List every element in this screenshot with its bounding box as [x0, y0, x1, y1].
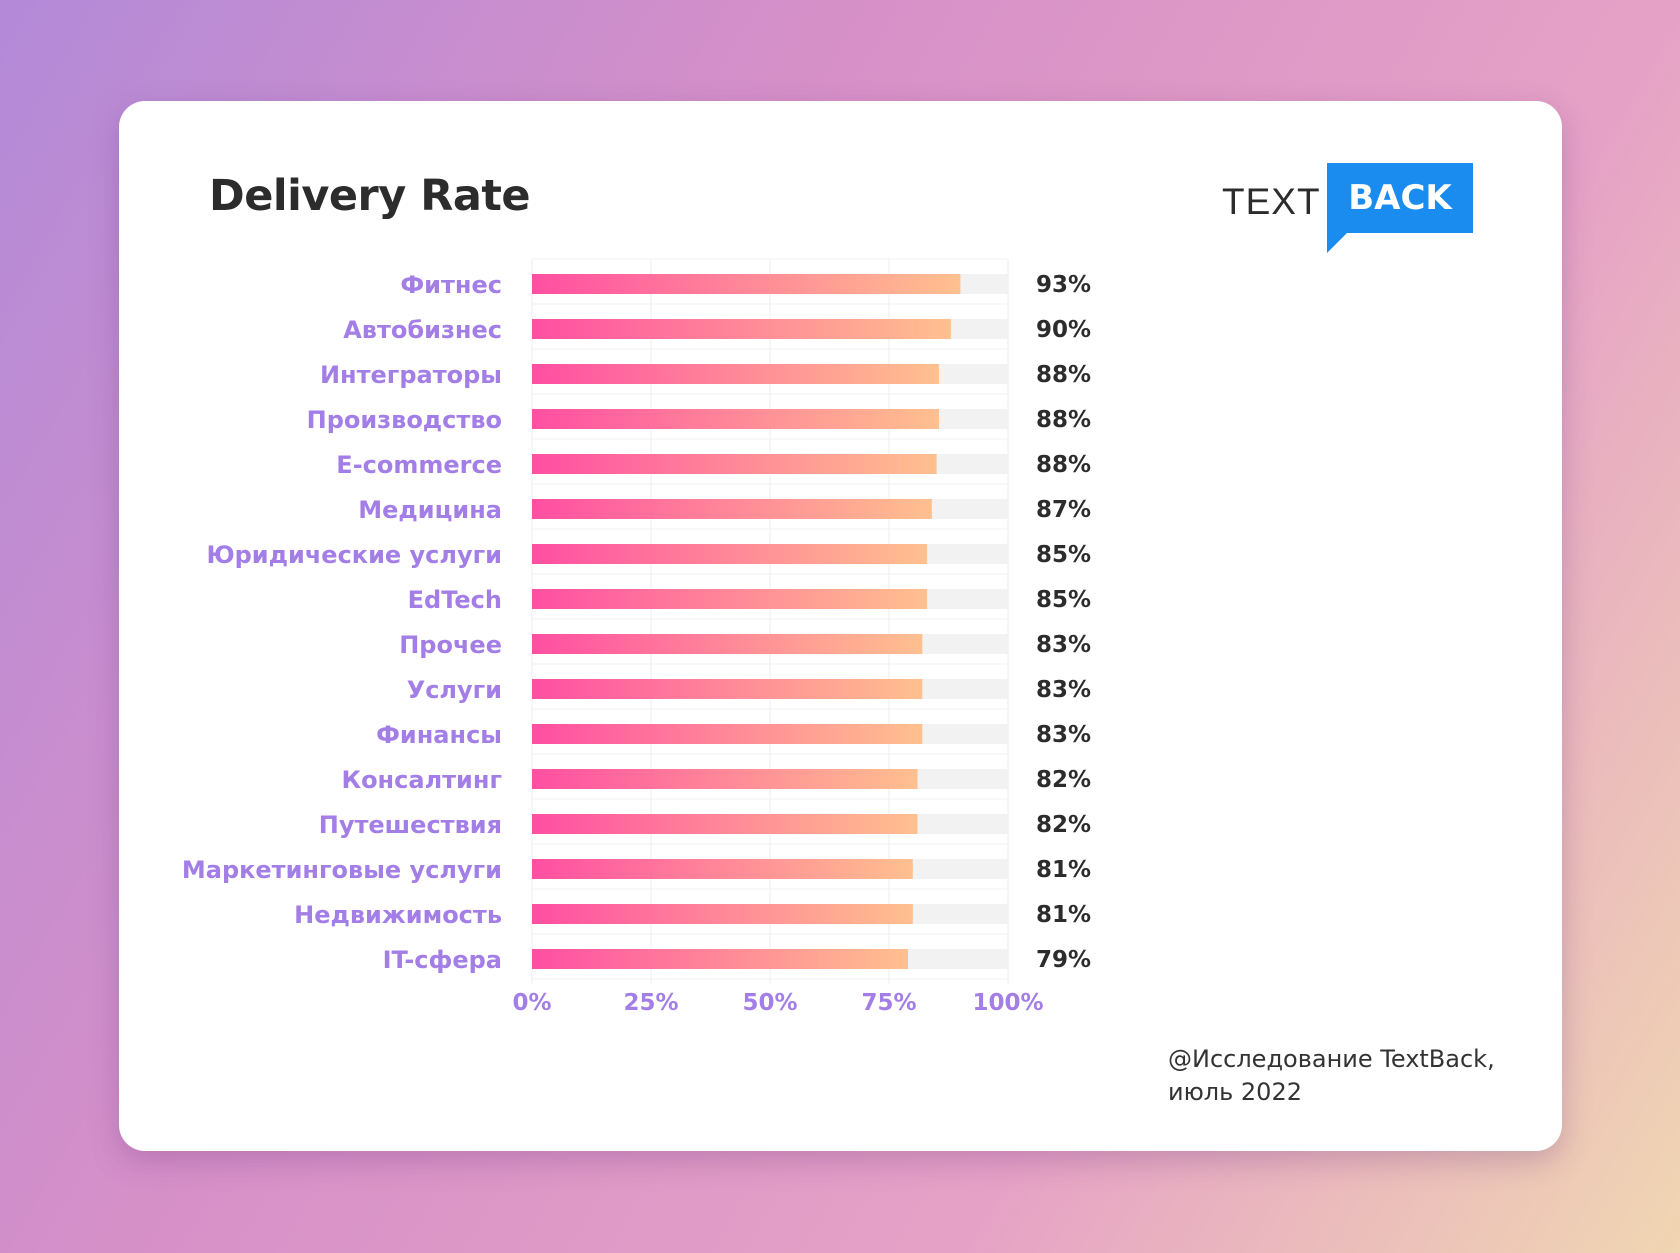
bar	[532, 499, 932, 519]
category-label: Недвижимость	[294, 901, 502, 929]
bar	[532, 544, 928, 564]
value-label: 83%	[1036, 677, 1091, 703]
bar	[532, 634, 923, 654]
category-label: Производство	[307, 406, 502, 434]
logo-speech-tail-icon	[1327, 233, 1347, 253]
x-tick-label: 25%	[623, 990, 678, 1016]
bar	[532, 904, 913, 924]
category-label: Интеграторы	[320, 361, 502, 389]
category-label: Юридические услуги	[206, 541, 502, 569]
bar	[532, 949, 909, 969]
value-label: 85%	[1036, 542, 1091, 568]
value-label: 81%	[1036, 902, 1091, 928]
value-label: 87%	[1036, 497, 1091, 523]
value-label: 82%	[1036, 767, 1091, 793]
chart-title: Delivery Rate	[209, 171, 531, 221]
category-label: Услуги	[407, 676, 502, 704]
x-tick-label: 0%	[512, 990, 551, 1016]
bar-chart: Фитнес 93% Автобизнес 90% Интеграторы 88% Прои…	[182, 258, 1091, 1016]
value-label: 83%	[1036, 722, 1091, 748]
category-label: Медицина	[358, 496, 502, 524]
bar	[532, 859, 913, 879]
value-label: 88%	[1036, 362, 1091, 388]
category-label: E-commerce	[336, 451, 502, 479]
bar	[532, 814, 918, 834]
value-label: 88%	[1036, 407, 1091, 433]
bar	[532, 274, 961, 294]
value-label: 79%	[1036, 947, 1091, 973]
category-label: Путешествия	[319, 811, 502, 839]
x-tick-label: 100%	[972, 990, 1043, 1016]
category-label: Фитнес	[400, 271, 502, 299]
chart-card: Delivery Rate TEXT BACK Фитнес 93% Автобиз…	[119, 101, 1562, 1151]
value-label: 81%	[1036, 857, 1091, 883]
bar	[532, 769, 918, 789]
bar	[532, 364, 939, 384]
bars	[532, 274, 1008, 969]
category-label: Финансы	[376, 721, 502, 749]
value-label: 93%	[1036, 272, 1091, 298]
value-label: 83%	[1036, 632, 1091, 658]
x-tick-label: 75%	[861, 990, 916, 1016]
source-line-1: @Исследование TextBack,	[1168, 1045, 1495, 1073]
labels: Фитнес 93% Автобизнес 90% Интеграторы 88% Прои…	[182, 271, 1091, 1016]
value-label: 85%	[1036, 587, 1091, 613]
textback-logo: TEXT BACK	[1222, 163, 1482, 253]
category-label: EdTech	[408, 586, 502, 614]
category-label: Маркетинговые услуги	[182, 856, 502, 884]
bar	[532, 589, 928, 609]
value-label: 82%	[1036, 812, 1091, 838]
category-label: IT-сфера	[383, 946, 502, 974]
bar	[532, 409, 939, 429]
value-label: 88%	[1036, 452, 1091, 478]
source-line-2: июль 2022	[1168, 1078, 1302, 1106]
bar	[532, 724, 923, 744]
category-label: Автобизнес	[343, 316, 502, 344]
source-note: @Исследование TextBack, июль 2022	[1168, 1043, 1538, 1109]
bar	[532, 679, 923, 699]
logo-box: BACK	[1327, 163, 1473, 233]
value-label: 90%	[1036, 317, 1091, 343]
bar	[532, 454, 937, 474]
bar	[532, 319, 951, 339]
category-label: Консалтинг	[341, 766, 502, 794]
logo-text: TEXT	[1222, 181, 1321, 222]
x-tick-label: 50%	[742, 990, 797, 1016]
category-label: Прочее	[399, 631, 502, 659]
